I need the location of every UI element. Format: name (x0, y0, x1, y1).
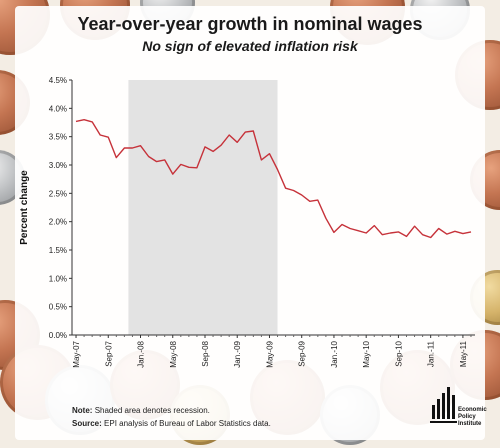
y-tick-label: 0.0% (49, 331, 67, 340)
x-tick-label: Sep-10 (394, 340, 403, 366)
x-tick-label: May-11 (459, 340, 468, 367)
x-tick-label: Jan.-08 (137, 340, 146, 367)
y-tick-label: 1.0% (49, 274, 67, 283)
y-tick-label: 3.5% (49, 133, 67, 142)
note-text: Shaded area denotes recession. (94, 406, 210, 415)
x-tick-label: Sep-08 (201, 340, 210, 366)
x-tick-label: May-09 (265, 340, 274, 367)
y-tick-label: 4.5% (49, 76, 67, 85)
chart-notes: Note: Shaded area denotes recession. Sou… (72, 404, 271, 430)
x-tick-label: Sep-09 (298, 340, 307, 366)
x-tick-label: Jan.-11 (427, 340, 436, 367)
y-tick-label: 1.5% (49, 246, 67, 255)
epi-logo-icon (430, 387, 457, 423)
y-tick-label: 0.5% (49, 303, 67, 312)
note-label: Note: (72, 406, 93, 415)
y-tick-label: 4.0% (49, 104, 67, 113)
x-tick-label: Jan.-09 (233, 340, 242, 367)
chart-title: Year-over-year growth in nominal wages (77, 14, 423, 34)
y-tick-label: 2.5% (49, 189, 67, 198)
source-label: Source: (72, 419, 102, 428)
y-tick-label: 2.0% (49, 218, 67, 227)
x-tick-label: May-08 (169, 340, 178, 367)
x-tick-label: May-10 (362, 340, 371, 367)
logo-line-1: Economic (458, 407, 487, 413)
x-tick-label: Jan.-10 (330, 340, 339, 367)
logo-line-3: Institute (458, 421, 482, 427)
source-text: EPI analysis of Bureau of Labor Statisti… (104, 419, 271, 428)
epi-logo-text: Economic Policy Institute (458, 407, 487, 428)
y-axis-label: Percent change (19, 170, 30, 245)
logo-line-2: Policy (458, 414, 476, 420)
y-tick-label: 3.0% (49, 161, 67, 170)
x-tick-label: Sep-07 (104, 340, 113, 366)
recession-shading (128, 80, 278, 335)
wage-growth-line (75, 118, 472, 239)
x-tick-label: May-07 (72, 340, 81, 367)
chart-subtitle: No sign of elevated inflation risk (142, 38, 358, 54)
